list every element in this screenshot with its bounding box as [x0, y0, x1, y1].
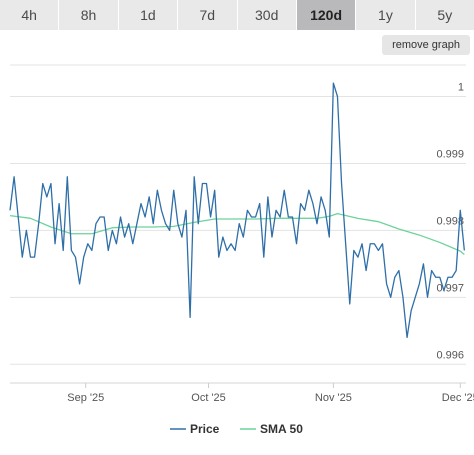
tab-120d[interactable]: 120d: [296, 0, 356, 30]
x-tick-label: Nov '25: [315, 392, 352, 404]
chart-series: [9, 82, 466, 339]
y-tick-label: 1: [458, 82, 464, 94]
x-tick-label: Sep '25: [67, 392, 104, 404]
series-line-sma: [9, 212, 465, 255]
x-tick-label: Dec '25: [442, 392, 474, 404]
legend-item-price[interactable]: Price: [170, 422, 220, 436]
timeframe-tabs: 4h 8h 1d 7d 30d 120d 1y 5y: [0, 0, 474, 30]
tab-7d[interactable]: 7d: [178, 0, 237, 30]
tab-4h[interactable]: 4h: [0, 0, 59, 30]
legend-label-sma: SMA 50: [260, 422, 303, 436]
tab-1d[interactable]: 1d: [118, 0, 178, 30]
y-tick-label: 0.996: [436, 349, 464, 361]
x-axis-ticks: Sep '25 Oct '25 Nov '25 Dec '25: [67, 383, 474, 404]
y-tick-label: 0.997: [436, 282, 464, 294]
tab-8h[interactable]: 8h: [59, 0, 118, 30]
legend-item-sma[interactable]: SMA 50: [240, 422, 303, 436]
series-line-price: [9, 82, 466, 339]
chart-legend: Price SMA 50: [170, 422, 303, 436]
y-tick-label: 0.999: [436, 148, 464, 160]
y-axis-ticks: 0.996 0.997 0.998 0.999 1: [436, 82, 464, 362]
tab-30d[interactable]: 30d: [237, 0, 296, 30]
tab-5y[interactable]: 5y: [415, 0, 474, 30]
chart-grid: [10, 64, 466, 384]
y-tick-label: 0.998: [436, 215, 464, 227]
remove-graph-button[interactable]: remove graph: [382, 35, 470, 55]
tab-1y[interactable]: 1y: [356, 0, 415, 30]
legend-label-price: Price: [190, 422, 220, 436]
x-tick-label: Oct '25: [191, 392, 226, 404]
